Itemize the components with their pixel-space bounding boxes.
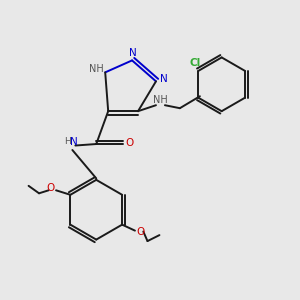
- Text: N: N: [70, 136, 78, 147]
- Text: NH: NH: [153, 95, 168, 105]
- Text: Cl: Cl: [190, 58, 201, 68]
- Text: N: N: [160, 74, 168, 84]
- Text: O: O: [125, 137, 133, 148]
- Text: O: O: [136, 227, 145, 237]
- Text: H: H: [64, 137, 71, 146]
- Text: N: N: [129, 48, 136, 58]
- Text: NH: NH: [89, 64, 104, 74]
- Text: O: O: [47, 183, 55, 193]
